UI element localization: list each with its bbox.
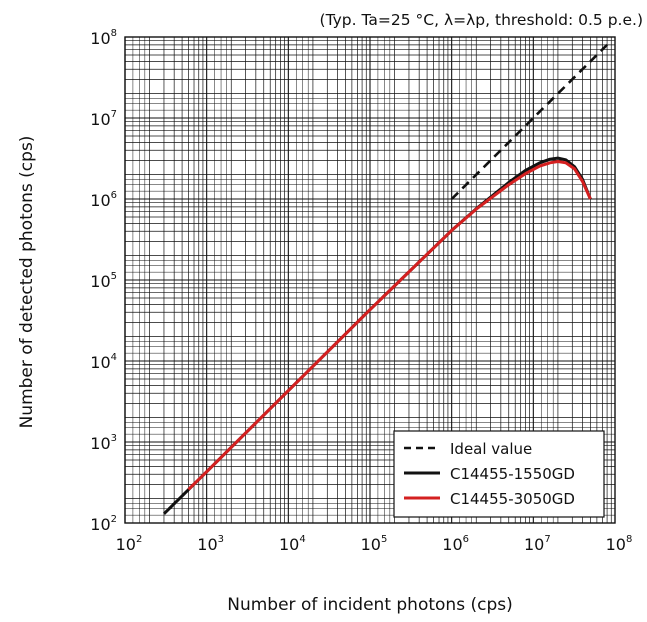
chart-annotation: (Typ. Ta=25 °C, λ=λp, threshold: 0.5 p.e… [320, 11, 643, 29]
x-tick-label-base: 10 [116, 535, 136, 554]
x-tick-label: 107 [524, 534, 551, 554]
x-axis-title: Number of incident photons (cps) [227, 595, 512, 615]
y-tick-label: 108 [90, 28, 117, 48]
x-tick-label-base: 10 [442, 535, 462, 554]
y-tick-label: 102 [90, 514, 117, 534]
y-tick-label-exp: 2 [111, 514, 117, 525]
y-tick-label-exp: 4 [111, 352, 117, 363]
x-tick-label-exp: 6 [463, 534, 469, 545]
y-tick-label-base: 10 [90, 110, 110, 129]
y-tick-label: 104 [90, 352, 117, 372]
y-tick-label-base: 10 [90, 29, 110, 48]
x-tick-label-base: 10 [279, 535, 299, 554]
x-tick-label-exp: 5 [381, 534, 387, 545]
y-tick-label-base: 10 [90, 515, 110, 534]
x-tick-label-base: 10 [606, 535, 626, 554]
y-tick-label: 103 [90, 433, 117, 453]
x-tick-label-base: 10 [524, 535, 544, 554]
y-tick-label: 105 [90, 271, 117, 291]
x-tick-label: 102 [116, 534, 143, 554]
x-tick-label: 103 [197, 534, 224, 554]
y-tick-label-base: 10 [90, 272, 110, 291]
x-tick-label: 106 [442, 534, 469, 554]
y-tick-label: 107 [90, 109, 117, 129]
y-tick-label-base: 10 [90, 191, 110, 210]
x-tick-label-base: 10 [361, 535, 381, 554]
x-tick-label-exp: 4 [299, 534, 305, 545]
legend-label-ideal: Ideal value [450, 440, 532, 458]
y-tick-label-exp: 3 [111, 433, 117, 444]
x-tick-label-exp: 8 [626, 534, 632, 545]
legend-label-c14455-1550gd: C14455-1550GD [450, 465, 575, 483]
series-line-2 [187, 160, 592, 491]
y-tick-label-exp: 6 [111, 190, 117, 201]
legend-label-c14455-3050gd: C14455-3050GD [450, 490, 575, 508]
x-tick-label-exp: 7 [544, 534, 550, 545]
x-tick-label: 108 [606, 534, 633, 554]
y-tick-label: 106 [90, 190, 117, 210]
plot-frame [124, 36, 616, 524]
y-tick-label-base: 10 [90, 353, 110, 372]
x-tick-label: 104 [279, 534, 306, 554]
series-line-0 [450, 43, 609, 200]
x-tick-label: 105 [361, 534, 388, 554]
y-tick-label-exp: 8 [111, 28, 117, 39]
y-tick-label-exp: 7 [111, 109, 117, 120]
y-tick-label-base: 10 [90, 434, 110, 453]
x-tick-label-base: 10 [197, 535, 217, 554]
x-tick-label-exp: 2 [136, 534, 142, 545]
x-tick-labels: 102 103 104 105 106 107 108 [116, 534, 633, 554]
legend: Ideal value C14455-1550GD C14455-3050GD [393, 430, 605, 518]
y-axis-title: Number of detected photons (cps) [17, 136, 37, 429]
x-tick-label-exp: 3 [218, 534, 224, 545]
series-layer [162, 43, 609, 515]
y-tick-label-exp: 5 [111, 271, 117, 282]
